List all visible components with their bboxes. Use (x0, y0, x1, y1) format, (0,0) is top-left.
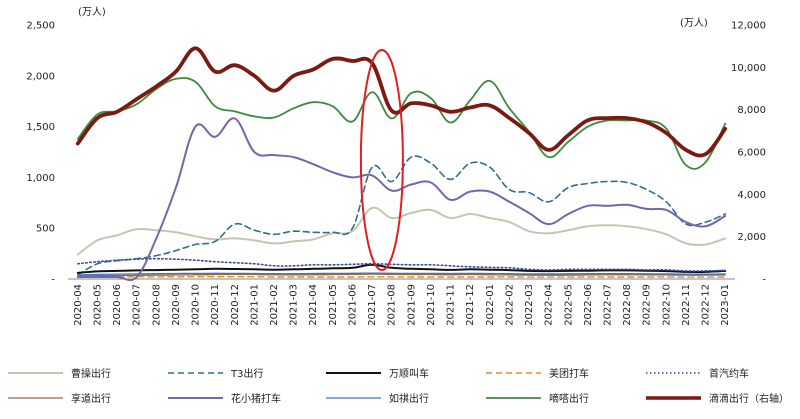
x-tick-label: 2020-04 (73, 284, 84, 326)
x-tick-label: 2021-04 (308, 284, 319, 326)
series-line-5 (77, 273, 726, 277)
series-line-7 (77, 272, 726, 276)
legend-label: 美团打车 (549, 367, 589, 380)
x-tick-label: 2021-01 (249, 284, 260, 326)
x-tick-label: 2020-10 (191, 284, 202, 326)
legend-label: 如祺出行 (389, 392, 429, 405)
legend-label: T3出行 (230, 367, 263, 380)
x-tick-label: 2022-11 (681, 284, 692, 326)
x-tick-label: 2020-12 (230, 284, 241, 326)
left-tick-label: 500 (36, 224, 55, 235)
x-tick-label: 2020-11 (210, 284, 221, 326)
legend-label: 首汽约车 (709, 367, 749, 380)
x-tick-label: 2022-12 (701, 284, 712, 326)
right-tick-label: 6,000 (737, 148, 766, 159)
x-tick-label: 2022-01 (485, 284, 496, 326)
series-line-6 (76, 117, 727, 282)
left-tick-label: - (51, 275, 55, 286)
series-line-3 (77, 275, 726, 278)
x-tick-label: 2022-09 (642, 284, 653, 326)
series-line-1 (77, 155, 726, 276)
series-lines (75, 46, 728, 282)
right-tick-label: 12,000 (731, 21, 766, 32)
left-tick-label: 1,000 (26, 173, 55, 184)
legend-label: 嘀嗒出行 (549, 392, 589, 405)
x-tick-label: 2020-09 (171, 284, 182, 326)
x-tick-label: 2021-06 (347, 284, 358, 326)
x-tick-label: 2022-04 (544, 284, 555, 326)
x-tick-label: 2022-07 (602, 284, 613, 326)
left-tick-label: 2,500 (26, 21, 55, 32)
left-axis-ticks: - 500 1,000 1,500 2,000 2,500 (26, 21, 55, 286)
right-tick-label: 8,000 (737, 105, 766, 116)
legend-label: 滴滴出行（右轴） (709, 392, 789, 405)
x-tick-label: 2021-12 (465, 284, 476, 326)
series-line-0 (76, 206, 727, 256)
x-tick-label: 2022-03 (524, 284, 535, 326)
right-tick-label: 10,000 (731, 63, 766, 74)
x-tick-label: 2020-05 (92, 284, 103, 326)
x-tick-label: 2022-08 (622, 284, 633, 326)
x-tick-label: 2021-05 (328, 284, 339, 326)
x-tick-label: 2021-11 (446, 284, 457, 326)
series-line-9 (75, 46, 728, 158)
x-axis-ticks: 2020-04 2020-05 2020-06 2020-07 2020-08 2020-… (73, 284, 731, 326)
left-tick-label: 2,000 (26, 71, 55, 82)
x-tick-label: 2020-07 (132, 284, 143, 326)
highlight-ellipse-group (359, 49, 404, 271)
right-axis-ticks: - 2,000 4,000 6,000 8,000 10,000 12,000 (731, 21, 766, 286)
series-line-2 (76, 263, 727, 274)
legend-label: 万顺叫车 (389, 367, 429, 380)
x-tick-label: 2022-10 (661, 284, 672, 326)
x-tick-label: 2022-05 (563, 284, 574, 326)
x-tick-label: 2021-09 (406, 284, 417, 326)
x-tick-label: 2021-03 (289, 284, 300, 326)
right-tick-label: - (762, 275, 766, 286)
legend-label: 曹操出行 (71, 367, 111, 380)
right-tick-label: 4,000 (737, 190, 766, 201)
x-tick-label: 2022-06 (583, 284, 594, 326)
x-tick-label: 2020-06 (112, 284, 123, 326)
highlight-ellipse (359, 49, 404, 271)
series-line-8 (76, 77, 727, 170)
x-tick-label: 2021-07 (367, 284, 378, 326)
x-tick-label: 2023-01 (720, 284, 731, 326)
x-tick-label: 2021-02 (269, 284, 280, 326)
x-tick-label: 2022-02 (504, 284, 515, 326)
right-tick-label: 2,000 (737, 232, 766, 243)
series-line-4 (77, 257, 726, 272)
right-axis-unit: (万人) (680, 17, 708, 29)
left-tick-label: 1,500 (26, 122, 55, 133)
x-tick-label: 2020-08 (151, 284, 162, 326)
x-tick-label: 2021-10 (426, 284, 437, 326)
legend-label: 花小猪打车 (231, 392, 281, 405)
x-tick-label: 2021-08 (387, 284, 398, 326)
legend-label: 享道出行 (71, 392, 111, 405)
left-axis-unit: (万人) (78, 6, 106, 18)
